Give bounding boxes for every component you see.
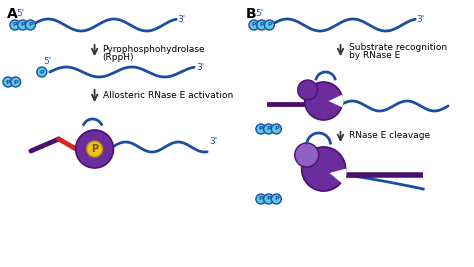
Text: A: A [7,7,18,21]
Text: 5': 5' [16,9,24,18]
Wedge shape [329,168,346,184]
Text: P: P [267,22,272,28]
Text: 3': 3' [209,136,218,146]
Text: Allosteric RNase E activation: Allosteric RNase E activation [102,91,233,100]
Text: P: P [6,80,10,84]
Text: P: P [13,80,18,84]
Circle shape [302,147,346,191]
Text: P: P [39,69,44,74]
Text: P: P [20,22,25,28]
Circle shape [271,194,281,204]
Circle shape [264,194,273,204]
Circle shape [26,20,36,30]
Text: P: P [266,197,271,202]
Text: 5': 5' [43,57,51,65]
Circle shape [76,130,113,168]
Text: P: P [252,22,256,28]
Text: P: P [91,144,98,154]
Circle shape [264,20,274,30]
Circle shape [264,124,273,134]
Text: P: P [259,22,264,28]
Circle shape [295,143,319,167]
Text: RNase E cleavage: RNase E cleavage [348,132,429,140]
Text: by RNase E: by RNase E [348,52,400,61]
Text: P: P [13,22,17,28]
Text: B: B [246,7,256,21]
Circle shape [249,20,259,30]
Text: (RppH): (RppH) [102,53,134,61]
Text: Pyrophosphohydrolase: Pyrophosphohydrolase [102,45,205,53]
Circle shape [298,80,318,100]
Text: 3': 3' [177,14,185,23]
Text: 3': 3' [196,62,204,72]
Circle shape [11,77,21,87]
Circle shape [305,82,343,120]
Circle shape [256,194,266,204]
Text: 3': 3' [416,14,424,23]
Text: P: P [274,127,279,132]
Text: P: P [28,22,33,28]
Circle shape [10,20,20,30]
Text: Substrate recognition: Substrate recognition [348,44,447,53]
Circle shape [271,124,281,134]
Wedge shape [328,95,344,107]
Text: P: P [259,197,263,202]
Circle shape [256,124,266,134]
Circle shape [3,77,13,87]
Text: 5': 5' [255,9,263,18]
Circle shape [37,67,47,77]
Circle shape [256,20,266,30]
Text: P: P [259,127,263,132]
Circle shape [87,141,102,157]
Circle shape [18,20,27,30]
Text: P: P [274,197,279,202]
Text: P: P [266,127,271,132]
